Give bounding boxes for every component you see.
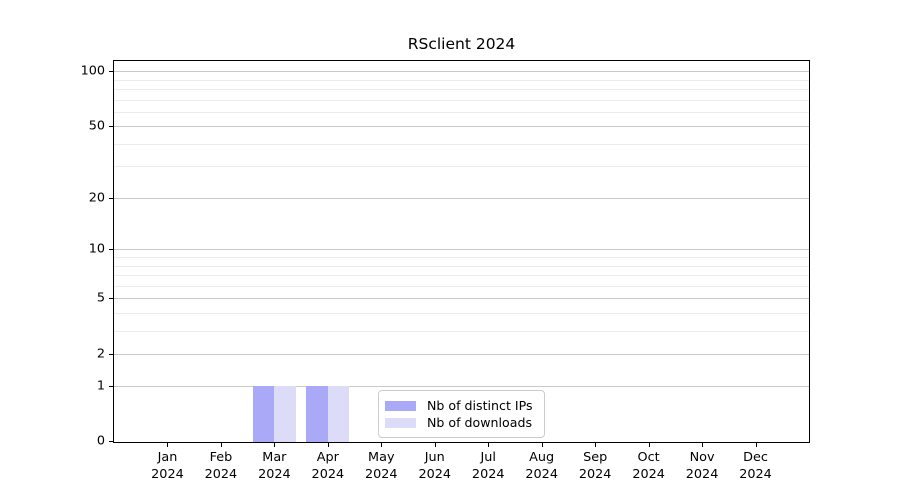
minor-gridline: [114, 265, 809, 267]
chart-title: RSclient 2024: [407, 35, 516, 53]
major-gridline: [114, 298, 809, 300]
minor-gridline: [114, 99, 809, 101]
y-axis-tick: [109, 249, 113, 251]
minor-gridline: [114, 166, 809, 168]
y-axis-tick-label: 20: [88, 190, 105, 206]
minor-gridline: [114, 275, 809, 277]
minor-gridline: [114, 285, 809, 287]
minor-gridline: [114, 143, 809, 145]
legend-label: Nb of downloads: [427, 415, 533, 430]
bar-distinct-ips: [306, 386, 328, 442]
y-axis-tick-label: 2: [96, 346, 105, 362]
x-axis-tick: [488, 443, 490, 447]
bar-distinct-ips: [253, 386, 275, 442]
y-axis-tick: [109, 353, 113, 355]
major-gridline: [114, 71, 809, 73]
x-axis-tick: [755, 443, 757, 447]
x-axis-tick-label: Feb 2024: [204, 450, 238, 482]
y-axis-tick: [109, 197, 113, 199]
y-axis-tick: [109, 441, 113, 442]
major-gridline: [114, 197, 809, 199]
legend-entry-distinct-ips: Nb of distinct IPs: [385, 398, 535, 413]
x-axis-tick-label: Jul 2024: [471, 450, 505, 482]
x-axis-tick-label: Oct 2024: [632, 450, 665, 482]
x-axis-tick: [381, 443, 383, 447]
legend-entry-downloads: Nb of downloads: [385, 415, 535, 430]
minor-gridline: [114, 312, 809, 314]
y-axis-tick: [109, 386, 113, 388]
major-gridline: [114, 386, 809, 388]
minor-gridline: [114, 79, 809, 81]
x-axis-tick: [702, 443, 704, 447]
minor-gridline: [114, 330, 809, 332]
major-gridline: [114, 353, 809, 355]
plot-area: Nb of distinct IPs Nb of downloads 0 1 2 5 1…: [81, 60, 810, 482]
minor-gridline: [114, 111, 809, 113]
y-axis-tick-label: 0: [96, 433, 105, 449]
legend: Nb of distinct IPs Nb of downloads: [378, 390, 545, 438]
x-axis-tick-label: Aug 2024: [525, 450, 558, 482]
x-axis-tick-label: Sep 2024: [578, 450, 612, 482]
x-axis-tick: [541, 443, 543, 447]
x-axis-tick-label: Dec 2024: [739, 450, 772, 482]
y-axis-tick-label: 10: [88, 241, 105, 257]
x-axis-tick: [648, 443, 650, 447]
y-axis-tick: [109, 71, 113, 73]
x-axis-tick: [327, 443, 329, 447]
x-axis-tick: [595, 443, 597, 447]
x-axis-tick: [434, 443, 436, 447]
x-axis-tick: [167, 443, 169, 447]
legend-swatch: [385, 417, 416, 428]
x-axis-tick: [220, 443, 222, 447]
major-gridline: [114, 249, 809, 251]
legend-swatch: [385, 400, 416, 411]
major-gridline: [114, 126, 809, 128]
minor-gridline: [114, 89, 809, 91]
x-axis-tick-label: Mar 2024: [258, 450, 291, 482]
x-axis-tick-label: Jun 2024: [418, 450, 452, 482]
y-axis-tick-label: 1: [96, 378, 105, 394]
x-axis-tick-label: Nov 2024: [685, 450, 719, 482]
y-axis-tick: [109, 126, 113, 128]
y-axis-tick: [109, 298, 113, 300]
x-axis-tick-label: May 2024: [365, 450, 398, 482]
minor-gridline: [114, 257, 809, 259]
x-axis-tick-label: Apr 2024: [311, 450, 345, 482]
y-axis-tick-label: 50: [88, 118, 105, 134]
x-axis-tick: [274, 443, 276, 447]
legend-label: Nb of distinct IPs: [427, 398, 533, 413]
y-axis-tick-label: 5: [96, 290, 105, 306]
bar-downloads: [327, 386, 350, 442]
x-axis-tick-label: Jan 2024: [151, 450, 184, 482]
bar-downloads: [274, 386, 296, 442]
y-axis-tick-label: 100: [80, 63, 105, 79]
